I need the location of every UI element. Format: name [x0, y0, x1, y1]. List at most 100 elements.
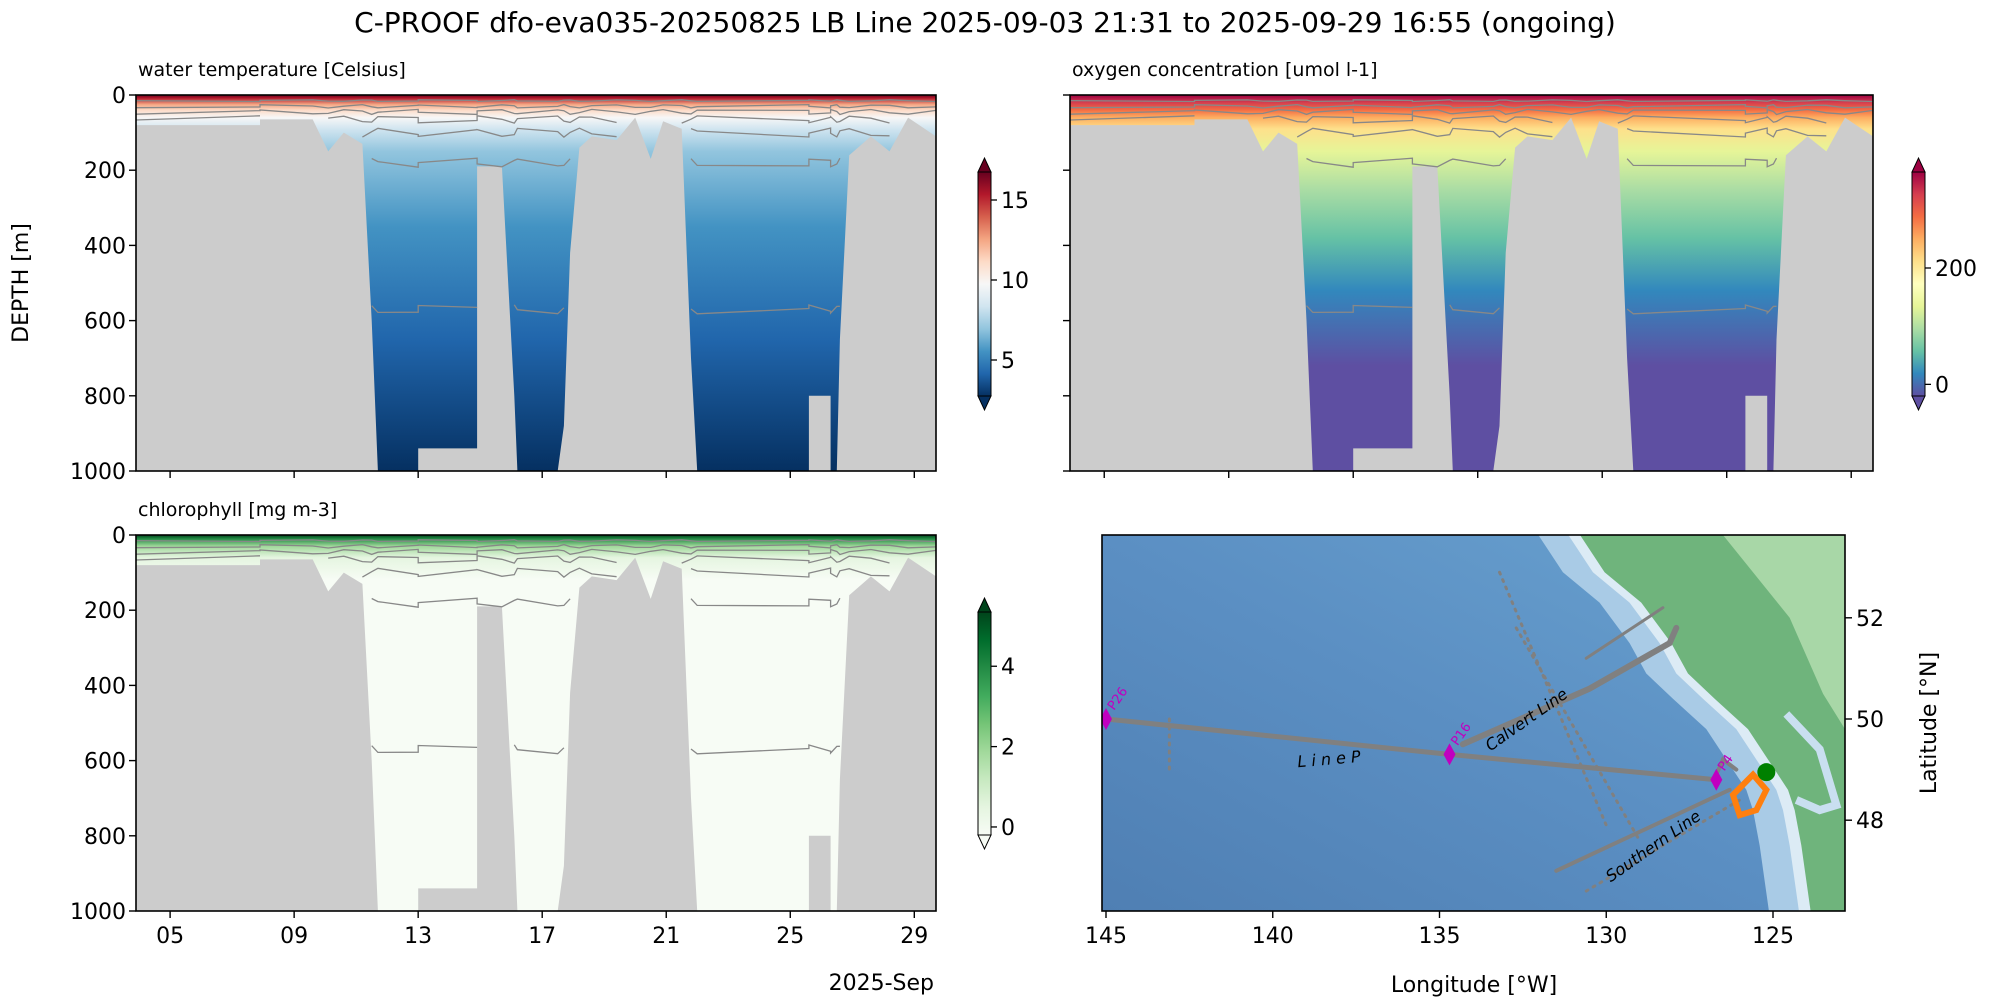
map-y-tick-label: 52 — [1856, 607, 1884, 632]
axes-frame — [135, 534, 937, 912]
contour-line — [1626, 157, 1778, 168]
contour-line — [690, 567, 890, 578]
contour-line — [135, 108, 937, 116]
colorbar-fill — [978, 172, 991, 396]
contour-line — [1626, 127, 1827, 138]
y-tick-label: 1000 — [70, 460, 126, 485]
oxygen-section: 0 200 — [1063, 94, 1977, 478]
contour-line — [328, 115, 617, 124]
contour-line — [681, 555, 890, 564]
data-coverage-oxy — [1070, 95, 1873, 471]
current-position-marker — [1757, 763, 1776, 782]
contour-line — [1069, 115, 1195, 121]
map-x-tick-label: 130 — [1585, 924, 1627, 949]
station-marker — [1443, 743, 1456, 766]
axes-frame — [1069, 94, 1874, 472]
contour-line — [690, 744, 840, 755]
colorbar-tick-label: 5 — [1001, 349, 1015, 374]
contour-line — [371, 304, 478, 314]
calvert-line-track — [1459, 624, 1680, 748]
colorbar-temp: 5 10 15 — [977, 156, 1029, 412]
contour-line — [690, 597, 841, 608]
contour-line — [371, 744, 478, 754]
y-tick-label: 400 — [84, 674, 126, 699]
station-marker — [1102, 708, 1112, 730]
data-coverage-chl — [136, 535, 936, 911]
land — [1580, 535, 1845, 911]
contour-line — [1617, 115, 1827, 124]
contour-line — [135, 539, 937, 543]
contour-line — [1626, 304, 1777, 315]
y-tick-label: 200 — [84, 159, 126, 184]
temp-panel-title: water temperature [Celsius] — [138, 59, 406, 81]
historical-track — [1584, 798, 1742, 893]
x-tick-label: 25 — [776, 924, 804, 949]
map-x-tick-label: 145 — [1085, 924, 1127, 949]
highlands — [1722, 535, 1845, 730]
colorbar-frame — [1911, 171, 1926, 397]
map-y-tick-label: 48 — [1856, 809, 1884, 834]
southern-line-track — [1554, 787, 1732, 873]
contour-line — [371, 597, 571, 608]
data-coverage-temp — [136, 95, 936, 471]
contour-line — [1306, 304, 1413, 314]
colorbar-frame — [977, 171, 992, 397]
y-tick-label: 0 — [112, 524, 126, 549]
colorbar-oxy: 0 200 — [1911, 156, 1977, 412]
colorbar-tick-label: 0 — [1001, 816, 1015, 841]
colorbar-frame — [977, 611, 992, 836]
map-frame — [1101, 534, 1846, 912]
contour-line — [362, 127, 617, 138]
contour-line — [135, 555, 261, 561]
colorbar-extend-min — [977, 395, 992, 412]
southern-line-track — [1714, 756, 1739, 777]
colorbar-extend-max — [977, 596, 992, 613]
colorbar-fill — [978, 612, 991, 835]
contour-line — [690, 304, 840, 315]
contour-line — [135, 99, 937, 103]
station-marker — [1710, 768, 1723, 791]
contour-line — [690, 157, 841, 168]
map-xlabel: Longitude [°W] — [1391, 973, 1557, 998]
depth-axis-label: DEPTH [m] — [9, 223, 34, 343]
y-tick-label: 0 — [112, 84, 126, 109]
x-tick-label: 13 — [404, 924, 432, 949]
map-x-tick-label: 135 — [1419, 924, 1461, 949]
contour-line — [690, 127, 890, 138]
oxy-panel-title: oxygen concentration [umol l-1] — [1072, 59, 1378, 81]
colorbar-tick-label: 15 — [1001, 189, 1029, 214]
x-tick-label: 29 — [900, 924, 928, 949]
strait — [1783, 711, 1842, 815]
axes-frame — [135, 94, 937, 472]
figure-title: C-PROOF dfo-eva035-20250825 LB Line 2025… — [354, 6, 1616, 39]
x-tick-label: 09 — [280, 924, 308, 949]
x-tick-label: 21 — [652, 924, 680, 949]
contour-line — [135, 103, 937, 109]
contour-line — [1449, 304, 1500, 315]
y-tick-label: 600 — [84, 750, 126, 775]
contour-line — [1296, 127, 1553, 138]
contour-line — [135, 543, 937, 549]
calvert-line-track — [1584, 606, 1665, 660]
y-tick-label: 1000 — [70, 900, 126, 925]
map-x-tick-label: 125 — [1752, 924, 1794, 949]
colorbar-extend-max — [977, 156, 992, 173]
recent-track — [1729, 770, 1770, 819]
colorbar-extend-max — [1911, 156, 1926, 173]
contour-line — [328, 555, 617, 564]
y-tick-label: 400 — [84, 234, 126, 259]
contour-line — [362, 567, 617, 578]
x-tick-label: 05 — [156, 924, 184, 949]
chlorophyll-section: 0 200 400 600 800 1000 05 09 13 17 21 25 29 0 2 4 — [70, 524, 1015, 949]
time-axis-label: 2025-Sep — [829, 971, 934, 996]
contour-line — [1262, 115, 1553, 124]
colorbar-fill — [1912, 172, 1925, 396]
y-tick-label: 800 — [84, 825, 126, 850]
contour-line — [681, 115, 890, 124]
contour-line — [1069, 103, 1874, 109]
contour-line — [371, 157, 571, 168]
map-x-tick-label: 140 — [1252, 924, 1294, 949]
contour-line — [135, 115, 261, 121]
